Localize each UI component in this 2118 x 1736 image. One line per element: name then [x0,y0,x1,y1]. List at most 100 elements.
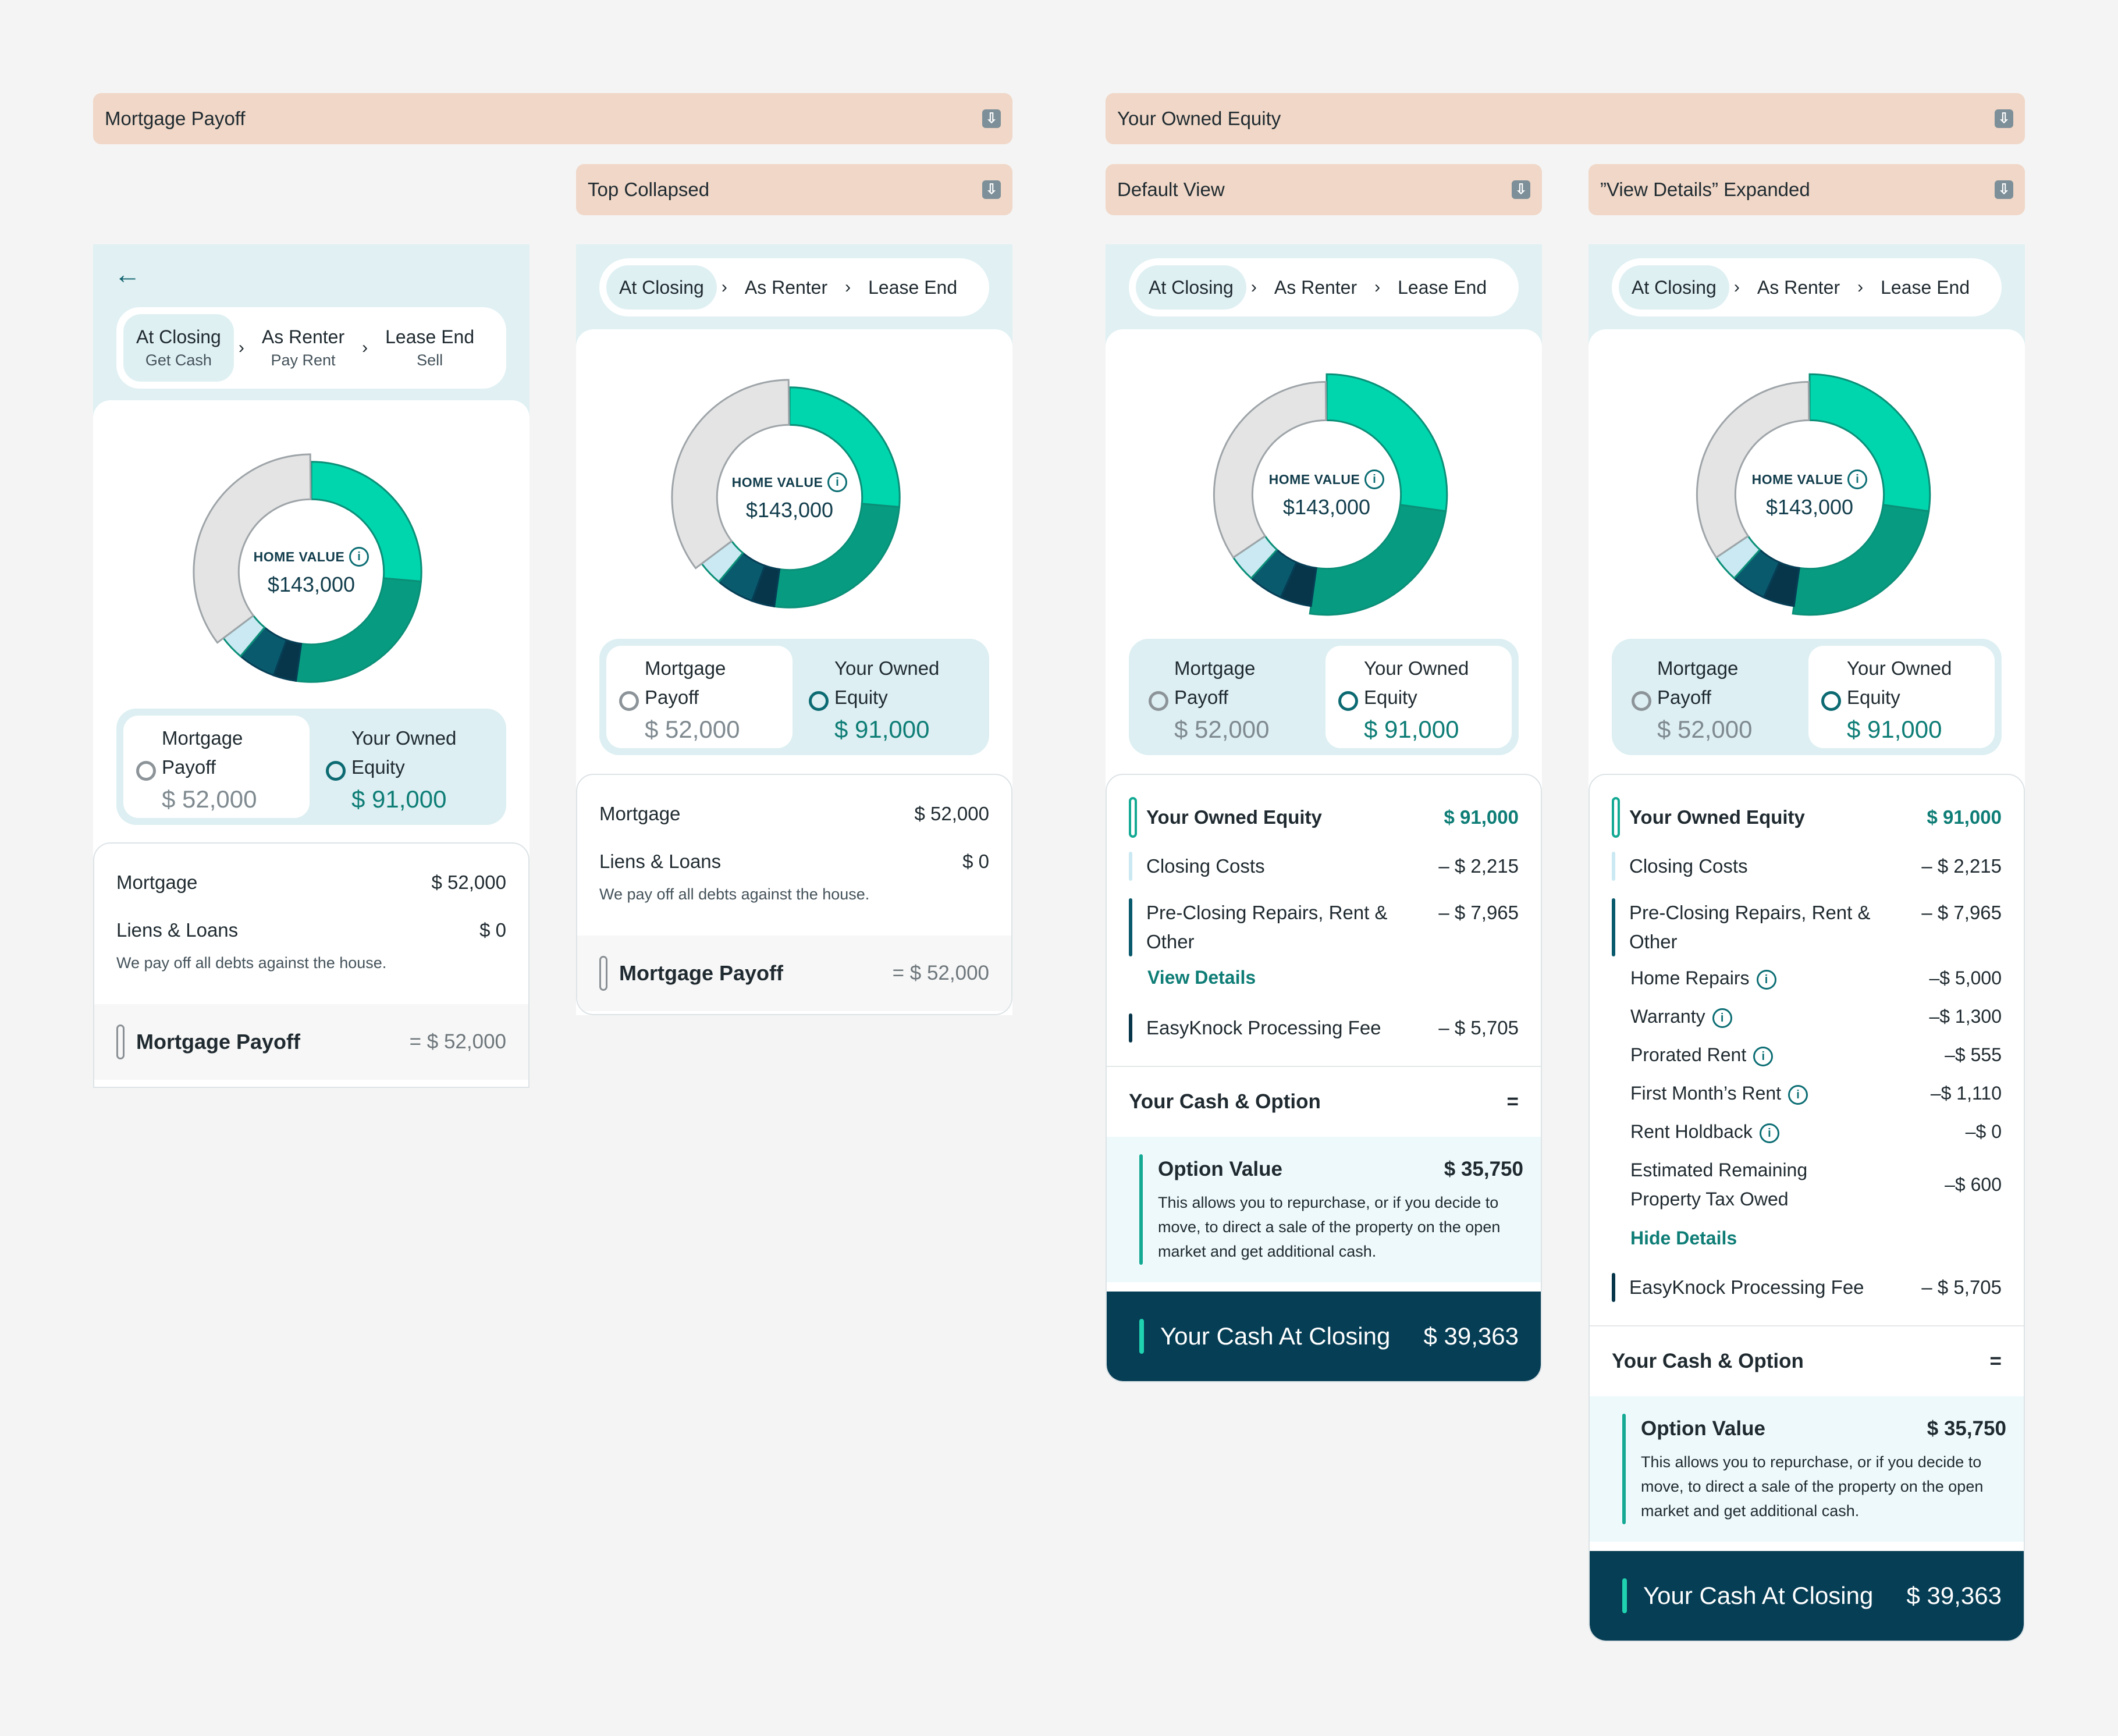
variant-bar-top-collapsed[interactable]: Top Collapsed ⇩ [576,164,1012,215]
tab-at-closing[interactable]: At Closing Get Cash [123,314,234,382]
detail-row-home-repairs: Home Repairs i –$ 5,000 [1630,967,2002,990]
option-value-description: This allows you to repurchase, or if you… [1641,1453,1984,1520]
variant-bar-view-details-expanded[interactable]: ”View Details” Expanded ⇩ [1589,164,2025,215]
timeline-tabs: At Closing › As Renter › Lease End [599,258,989,316]
toggle-owned-equity[interactable]: Your Owned Equity $ 91,000 [1325,646,1512,748]
payoff-equity-toggle: Mortgage Payoff $ 52,000 Your Owned Equi… [1612,639,2002,755]
mortgage-payoff-total: Mortgage Payoff = $ 52,000 [577,935,1011,1011]
option-value-label: Option Value [1158,1158,1282,1180]
tab-at-closing[interactable]: At Closing [1619,265,1729,310]
option-value-amount: $ 35,750 [1444,1158,1523,1180]
section-bar-your-owned-equity[interactable]: Your Owned Equity ⇩ [1106,93,2025,144]
timeline-tabs: At Closing Get Cash › As Renter Pay Rent… [116,307,506,389]
info-icon[interactable]: i [1364,469,1385,489]
toggle-mortgage-payoff[interactable]: Mortgage Payoff $ 52,000 [1619,646,1805,748]
section-title: Your Owned Equity [1117,108,1281,129]
tab-as-renter[interactable]: As Renter [1757,276,1840,298]
hide-details-link[interactable]: Hide Details [1630,1228,1737,1248]
timeline-tabs: At Closing › As Renter › Lease End [1129,258,1519,316]
closing-costs-row: Closing Costs – $ 2,215 [1612,852,2002,881]
section-bar-mortgage-payoff[interactable]: Mortgage Payoff ⇩ [93,93,1012,144]
tab-as-renter[interactable]: As Renter Pay Rent [261,326,345,369]
toggle-owned-equity[interactable]: Your Owned Equity $ 91,000 [313,716,499,818]
divider [1107,1066,1541,1067]
liens-note: We pay off all debts against the house. [599,885,870,903]
cash-at-closing-footer: Your Cash At Closing $ 39,363 [1590,1551,2024,1641]
pre-closing-repairs-row: Pre-Closing Repairs, Rent & Other – $ 7,… [1129,898,1519,956]
download-icon[interactable]: ⇩ [1512,180,1530,199]
mortgage-payoff-total: Mortgage Payoff = $ 52,000 [94,1004,528,1080]
liens-loans-row: Liens & Loans $ 0 [116,919,506,941]
processing-fee-row: EasyKnock Processing Fee – $ 5,705 [1612,1273,2002,1302]
mortgage-segment [1213,380,1327,559]
section-title: Mortgage Payoff [105,108,246,129]
tab-lease-end[interactable]: Lease End [868,276,958,298]
info-icon[interactable]: i [1759,1123,1779,1143]
toggle-owned-equity[interactable]: Your Owned Equity $ 91,000 [1808,646,1995,748]
content-panel: HOME VALUE i $143,000 Mortgage Payoff $ 5… [576,329,1012,1015]
radio-icon [809,691,829,711]
processing-fee-row: EasyKnock Processing Fee – $ 5,705 [1129,1013,1519,1043]
tab-at-closing[interactable]: At Closing [1136,265,1246,310]
tab-lease-end[interactable]: Lease End Sell [385,326,475,369]
home-value-donut-chart [193,453,422,683]
donut-center: HOME VALUE i $143,000 [664,372,915,622]
variant-bar-default-view[interactable]: Default View ⇩ [1106,164,1542,215]
toggle-mortgage-payoff[interactable]: Mortgage Payoff $ 52,000 [1136,646,1322,748]
view-details-link[interactable]: View Details [1147,967,1256,988]
chevron-right-icon: › [1857,278,1864,297]
download-icon[interactable]: ⇩ [982,180,1001,199]
info-icon[interactable]: i [1756,969,1776,990]
tab-at-closing[interactable]: At Closing [606,265,717,310]
toggle-mortgage-payoff[interactable]: Mortgage Payoff $ 52,000 [606,646,793,748]
toggle-mortgage-payoff[interactable]: Mortgage Payoff $ 52,000 [123,716,310,818]
download-icon[interactable]: ⇩ [1995,180,2013,199]
chevron-right-icon: › [1250,278,1257,297]
detail-row-property-tax: Estimated Remaining Property Tax Owed –$ 6… [1630,1159,2002,1209]
tab-as-renter[interactable]: As Renter [1274,276,1357,298]
liens-loans-row: Liens & Loans $ 0 [599,851,989,872]
mortgage-segment [193,453,312,644]
content-panel: HOME VALUE i $143,000 Mortgage Payoff $ 5… [1589,329,2025,1642]
owned-equity-row: Your Owned Equity $ 91,000 [1129,797,1519,838]
info-icon[interactable]: i [827,472,848,492]
chevron-right-icon: › [721,278,727,297]
tab-lease-end[interactable]: Lease End [1881,276,1970,298]
variant-title: Top Collapsed [588,179,710,200]
chevron-right-icon: › [845,278,851,297]
mortgage-breakdown-sheet: Mortgage $ 52,000 Liens & Loans $ 0 We pay… [576,774,1012,1015]
radio-icon [326,761,346,781]
equity-light-segment [1325,373,1448,513]
closing-costs-row: Closing Costs – $ 2,215 [1129,852,1519,881]
owned-equity-row: Your Owned Equity $ 91,000 [1612,797,2002,838]
info-icon[interactable]: i [1712,1008,1732,1028]
screen-equity-details-expanded: At Closing › As Renter › Lease End HOME … [1589,244,2025,1642]
variant-title: ”View Details” Expanded [1600,179,1810,200]
equity-dark-segment [1792,504,1930,616]
cash-at-closing-value: $ 39,363 [1423,1322,1519,1350]
home-value-donut-chart [1213,373,1448,616]
home-value-amount: $143,000 [1765,495,1854,519]
toggle-owned-equity[interactable]: Your Owned Equity $ 91,000 [796,646,982,748]
content-panel: HOME VALUE i $143,000 Mortgage Payoff $ 5… [93,400,530,1088]
info-icon[interactable]: i [1753,1046,1774,1066]
info-icon[interactable]: i [1788,1084,1808,1105]
info-icon[interactable]: i [1847,469,1868,489]
tab-lease-end[interactable]: Lease End [1398,276,1487,298]
chevron-right-icon: › [1733,278,1740,297]
chevron-right-icon: › [238,338,244,357]
back-arrow-icon[interactable]: ← [114,259,141,289]
content-panel: HOME VALUE i $143,000 Mortgage Payoff $ 5… [1106,329,1542,1382]
download-icon[interactable]: ⇩ [1995,109,2013,128]
home-value-amount: $143,000 [1282,495,1371,519]
home-value-amount: $143,000 [267,572,356,596]
tab-as-renter[interactable]: As Renter [744,276,828,298]
mortgage-segment [1696,380,1810,559]
option-value-description: This allows you to repurchase, or if you… [1158,1194,1501,1260]
info-icon[interactable]: i [349,547,369,567]
divider [1590,1325,2024,1326]
cash-at-closing-label: Your Cash At Closing [1643,1582,1874,1609]
download-icon[interactable]: ⇩ [982,109,1001,128]
home-value-label: HOME VALUE [731,474,823,490]
mortgage-breakdown-sheet: Mortgage $ 52,000 Liens & Loans $ 0 We pay… [93,842,530,1088]
